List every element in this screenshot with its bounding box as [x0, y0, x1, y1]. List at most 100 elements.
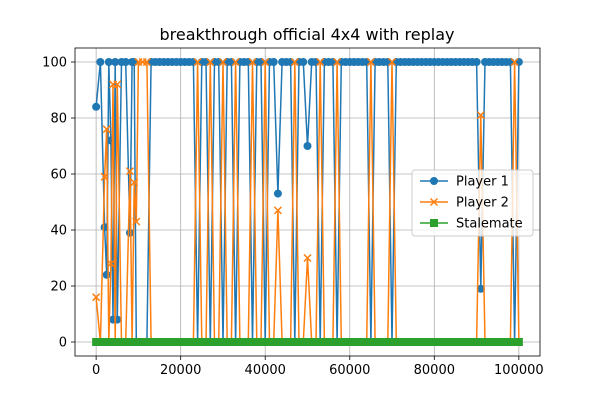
data-point-stalemate	[185, 338, 194, 346]
data-point-stalemate	[290, 338, 299, 346]
data-point-stalemate	[493, 338, 502, 346]
data-point-stalemate	[388, 338, 397, 346]
data-point-player-2	[231, 57, 240, 67]
data-point-stalemate	[345, 338, 354, 346]
data-point-stalemate	[514, 338, 523, 346]
data-point-stalemate	[218, 338, 227, 346]
data-point-player-1	[328, 58, 337, 66]
data-point-player-1	[104, 58, 113, 66]
data-point-stalemate	[417, 338, 426, 346]
data-point-player-2	[290, 57, 299, 67]
x-marker-stroke	[130, 178, 139, 187]
data-point-stalemate	[379, 338, 388, 346]
data-point-player-2	[388, 57, 397, 67]
data-point-stalemate	[261, 338, 270, 346]
x-marker-stroke	[100, 172, 109, 181]
data-point-stalemate	[489, 338, 498, 346]
x-marker-stroke	[92, 293, 101, 302]
data-point-player-1	[362, 58, 371, 66]
data-point-player-1	[189, 58, 198, 66]
x-marker-stroke	[333, 57, 342, 67]
data-point-player-1	[269, 58, 278, 66]
data-point-stalemate	[180, 338, 189, 346]
y-tick-label: 80	[50, 112, 67, 127]
x-marker-stroke	[303, 253, 312, 263]
legend-label: Player 2	[456, 196, 509, 211]
data-point-stalemate	[451, 338, 460, 346]
data-point-stalemate	[282, 338, 291, 346]
data-point-stalemate	[92, 338, 101, 346]
data-point-stalemate	[333, 338, 342, 346]
data-point-stalemate	[371, 338, 380, 346]
data-point-stalemate	[464, 338, 473, 346]
x-marker-stroke	[125, 167, 134, 176]
data-point-player-1	[102, 270, 111, 279]
x-marker-stroke	[476, 111, 485, 120]
data-point-stalemate	[231, 338, 240, 346]
data-point-stalemate	[273, 338, 282, 346]
data-point-stalemate	[244, 338, 253, 346]
data-point-player-1	[472, 58, 481, 66]
legend-marker	[430, 219, 438, 227]
data-point-stalemate	[147, 338, 156, 346]
x-marker-stroke	[316, 57, 325, 67]
x-marker-stroke	[132, 217, 141, 226]
data-point-player-2	[218, 57, 227, 67]
axes-frame	[74, 47, 541, 357]
data-point-stalemate	[121, 338, 130, 346]
data-point-player-1	[121, 58, 130, 66]
legend-marker	[429, 197, 439, 207]
data-point-player-2	[273, 206, 282, 215]
data-point-player-2	[92, 293, 101, 302]
data-point-player-2	[113, 80, 122, 89]
data-point-stalemate	[299, 338, 308, 346]
data-point-player-1	[311, 58, 320, 66]
data-point-stalemate	[324, 338, 333, 346]
data-point-stalemate	[311, 338, 320, 346]
x-marker-stroke	[206, 57, 215, 67]
data-point-stalemate	[227, 338, 236, 346]
data-point-player-1	[303, 142, 312, 150]
data-point-stalemate	[303, 338, 312, 346]
data-point-stalemate	[223, 338, 232, 346]
data-point-player-2	[261, 57, 270, 67]
data-point-stalemate	[447, 338, 456, 346]
data-point-player-2	[248, 57, 257, 67]
data-point-stalemate	[257, 338, 265, 346]
y-tick-label: 20	[50, 280, 67, 295]
data-point-player-1	[214, 58, 223, 66]
x-tick-label: 40000	[245, 363, 286, 378]
data-point-stalemate	[434, 338, 443, 346]
data-point-player-1	[286, 58, 295, 66]
data-point-stalemate	[396, 338, 405, 346]
data-point-stalemate	[134, 338, 143, 346]
x-tick-label: 0	[92, 363, 100, 378]
data-point-player-2	[193, 57, 202, 67]
data-point-stalemate	[286, 338, 295, 346]
data-point-player-1	[227, 58, 236, 66]
data-point-stalemate	[392, 338, 401, 346]
x-marker-stroke	[106, 259, 115, 268]
data-point-player-2	[476, 111, 485, 120]
data-point-player-1	[273, 189, 282, 198]
x-marker-stroke	[510, 57, 519, 67]
data-point-player-2	[142, 57, 151, 67]
x-marker-stroke	[102, 125, 111, 134]
x-marker-stroke	[113, 80, 122, 89]
data-point-player-2	[206, 57, 215, 67]
data-point-stalemate	[138, 338, 147, 346]
x-marker-stroke	[248, 57, 257, 67]
data-point-player-2	[366, 57, 375, 67]
data-point-player-2	[106, 259, 115, 268]
x-axis: 0 20000 40000 60000 80000 100000	[92, 356, 544, 378]
data-point-stalemate	[295, 338, 304, 346]
data-point-stalemate	[96, 338, 105, 346]
data-point-stalemate	[485, 338, 494, 346]
legend-label: Player 1	[456, 175, 509, 190]
data-point-stalemate	[210, 338, 219, 346]
data-point-player-1	[299, 58, 308, 66]
x-marker-stroke	[231, 57, 240, 67]
legend-item-player-2: Player 2	[420, 196, 509, 211]
